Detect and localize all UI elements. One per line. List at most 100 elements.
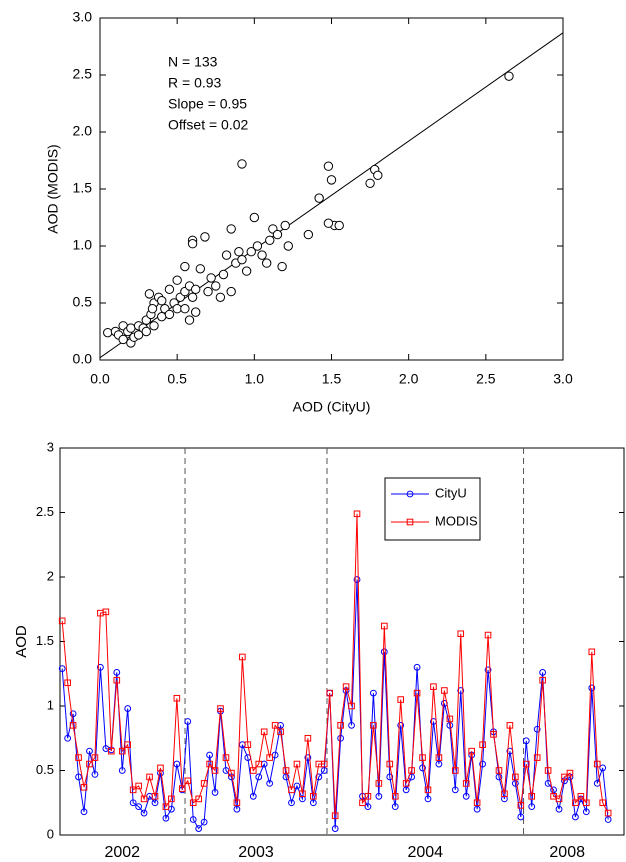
data-point <box>370 722 377 729</box>
data-point <box>206 760 213 768</box>
data-point <box>582 808 590 816</box>
scatter-point <box>226 286 236 297</box>
data-point <box>583 799 590 807</box>
data-point <box>239 653 246 661</box>
data-point <box>457 687 465 694</box>
data-point <box>397 696 404 703</box>
scatter-point <box>195 264 206 274</box>
scatter-point <box>184 315 195 325</box>
data-point <box>604 809 612 817</box>
data-point <box>80 808 88 816</box>
scatter-point <box>203 286 213 297</box>
scatter-point <box>157 311 167 322</box>
data-point <box>173 694 181 702</box>
data-point <box>391 793 399 800</box>
data-point <box>593 760 601 768</box>
scatter-point <box>211 281 221 291</box>
annotation: Offset = 0.02 <box>168 117 249 133</box>
scatter-point <box>126 323 136 333</box>
scatter-point <box>365 178 375 189</box>
scatter-point <box>257 250 267 260</box>
data-point <box>320 767 328 774</box>
data-point <box>293 760 301 768</box>
data-point <box>299 790 306 798</box>
scatter-point <box>187 292 198 302</box>
x-tick-label: 2002 <box>104 844 140 861</box>
annotation: N = 133 <box>168 54 218 70</box>
annotation: R = 0.93 <box>168 75 222 91</box>
data-point <box>189 816 197 823</box>
scatter-point <box>157 296 167 306</box>
data-point <box>566 769 574 777</box>
scatter-point <box>249 212 260 223</box>
data-point <box>162 803 170 810</box>
data-point <box>380 648 388 656</box>
data-point <box>200 780 208 787</box>
data-point <box>315 773 323 781</box>
data-point <box>386 760 394 768</box>
scatter-point <box>237 254 247 265</box>
data-point <box>577 793 585 800</box>
data-point <box>381 622 388 630</box>
data-point <box>331 812 339 819</box>
data-point <box>118 767 126 774</box>
data-point <box>91 770 99 778</box>
scatter-point <box>141 326 152 337</box>
data-point <box>129 799 137 807</box>
data-point <box>511 780 519 787</box>
x-tick-label: 1.0 <box>245 371 265 387</box>
scatter-point <box>180 261 190 272</box>
data-point <box>282 767 290 774</box>
y-tick-label: 2 <box>47 568 54 583</box>
data-point <box>168 795 175 803</box>
y-tick-label: 3.0 <box>73 9 93 25</box>
scatter-point <box>144 289 155 299</box>
scatter-point <box>252 241 263 251</box>
data-point <box>249 792 257 800</box>
scatter-point <box>218 269 229 280</box>
scatter-point <box>314 193 324 203</box>
data-point <box>484 666 492 674</box>
x-tick-label: 3.0 <box>553 371 573 387</box>
data-point <box>397 721 405 729</box>
x-tick-label: 0.0 <box>90 371 110 387</box>
scatter-point <box>226 224 236 234</box>
data-point <box>539 669 547 676</box>
data-point <box>473 805 481 813</box>
scatter-point <box>241 266 252 276</box>
data-point <box>512 773 519 781</box>
data-point <box>102 608 110 616</box>
data-point <box>495 773 503 781</box>
data-point <box>572 799 579 807</box>
data-point <box>402 780 410 787</box>
data-point <box>501 795 508 803</box>
data-point <box>179 785 186 792</box>
scatter-point <box>147 304 158 314</box>
scatter-point <box>103 327 113 338</box>
data-point <box>353 510 361 518</box>
data-point <box>533 725 541 733</box>
data-point <box>249 767 257 774</box>
data-point <box>69 710 77 718</box>
legend-box <box>384 477 481 541</box>
scatter-point <box>283 241 293 251</box>
scatter-point <box>215 292 226 302</box>
data-point <box>599 764 607 772</box>
data-point <box>375 780 383 787</box>
data-point <box>430 683 437 690</box>
data-point <box>189 799 197 807</box>
data-point <box>211 767 219 774</box>
data-point <box>479 760 486 768</box>
data-point <box>572 813 579 821</box>
data-point <box>277 728 284 736</box>
data-point <box>479 741 486 749</box>
data-point <box>206 751 213 759</box>
scatter-point <box>187 239 198 249</box>
data-point <box>58 617 66 625</box>
data-point <box>75 754 82 761</box>
data-point <box>309 799 317 807</box>
scatter-chart: 0.0 0.5 1.0 1.5 2.0 2.5 3.0 0.0 0.5 1.0 1.5 2.0 2.5 3… <box>45 9 573 415</box>
y-tick-label: 0 <box>47 826 54 841</box>
data-point <box>501 790 508 798</box>
data-point <box>86 747 93 755</box>
